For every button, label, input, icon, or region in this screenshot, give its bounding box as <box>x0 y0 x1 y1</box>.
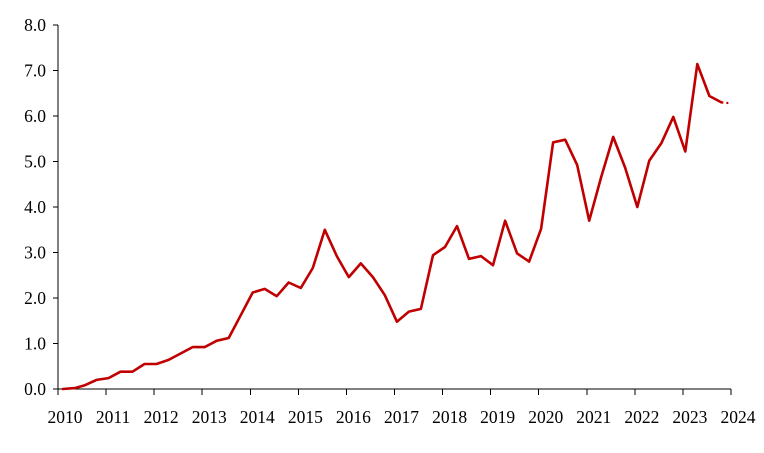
x-tick-label: 2024 <box>721 407 756 427</box>
y-tick-label: 4.0 <box>24 197 46 217</box>
x-tick-label: 2020 <box>528 407 563 427</box>
y-tick-label: 2.0 <box>24 288 46 308</box>
y-tick-label: 1.0 <box>24 334 46 354</box>
x-tick-label: 2011 <box>96 407 130 427</box>
y-tick-label: 6.0 <box>24 106 46 126</box>
x-tick-label: 2013 <box>192 407 227 427</box>
x-tick-label: 2010 <box>48 407 83 427</box>
x-tick-label: 2017 <box>384 407 419 427</box>
series-line <box>61 62 723 391</box>
series-line-dotted-extension <box>721 101 732 105</box>
x-tick-label: 2023 <box>672 407 707 427</box>
series-layer <box>61 62 732 391</box>
y-tick-label: 5.0 <box>24 152 46 172</box>
x-tick-label: 2012 <box>144 407 179 427</box>
x-tick-label: 2015 <box>288 407 323 427</box>
x-tick-label: 2022 <box>624 407 659 427</box>
x-tick-label: 2016 <box>336 407 371 427</box>
y-tick-label: 3.0 <box>24 243 46 263</box>
x-tick-label: 2014 <box>240 407 275 427</box>
axes: 0.0 1.0 2.0 3.0 4.0 5.0 6.0 7.0 8.0 2010 2011 2012 2… <box>24 15 756 427</box>
x-tick-label: 2021 <box>576 407 611 427</box>
y-tick-label: 8.0 <box>24 15 46 35</box>
y-tick-label: 7.0 <box>24 61 46 81</box>
x-tick-label: 2018 <box>432 407 467 427</box>
y-tick-label: 0.0 <box>24 379 46 399</box>
x-tick-label: 2019 <box>480 407 515 427</box>
